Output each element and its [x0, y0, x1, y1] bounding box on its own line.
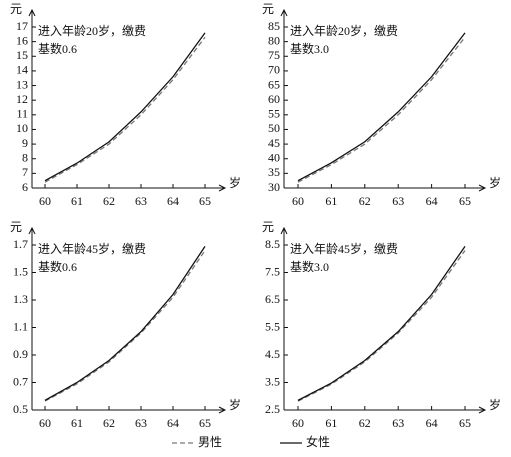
y-tick-label: 9	[22, 136, 28, 150]
y-tick-label: 35	[268, 165, 280, 179]
y-tick-label: 40	[268, 150, 280, 164]
x-tick-label: 65	[199, 194, 211, 208]
y-tick-label: 14	[16, 63, 28, 77]
series-line	[44, 250, 206, 402]
y-tick-label: 0.9	[13, 347, 28, 361]
x-tick-label: 64	[426, 194, 438, 208]
y-tick-label: 1.1	[13, 319, 28, 333]
series-line	[44, 246, 206, 401]
series-line	[297, 250, 466, 402]
y-axis-label: 元	[10, 220, 22, 234]
legend-label: 女性	[306, 434, 330, 449]
x-tick-label: 61	[71, 416, 83, 430]
x-tick-label: 62	[103, 416, 115, 430]
y-tick-label: 8	[22, 150, 28, 164]
y-tick-label: 70	[268, 63, 280, 77]
x-tick-label: 63	[392, 416, 404, 430]
y-axis-arrow	[280, 226, 288, 235]
series-line	[297, 36, 466, 183]
x-axis-label: 岁	[229, 175, 241, 190]
y-tick-label: 12	[16, 92, 28, 106]
y-tick-label: 30	[268, 180, 280, 194]
x-tick-label: 62	[359, 194, 371, 208]
x-tick-label: 64	[167, 194, 179, 208]
y-tick-label: 15	[16, 48, 28, 62]
annotation: 基数3.0	[290, 41, 329, 56]
y-tick-label: 50	[268, 121, 280, 135]
y-tick-label: 1.7	[13, 237, 28, 251]
x-tick-label: 65	[459, 194, 471, 208]
x-tick-label: 63	[135, 416, 147, 430]
x-tick-label: 63	[135, 194, 147, 208]
y-tick-label: 1.5	[13, 264, 28, 278]
x-axis-label: 岁	[489, 175, 501, 190]
y-tick-label: 13	[16, 77, 28, 91]
y-tick-label: 16	[16, 33, 28, 47]
x-tick-label: 62	[359, 416, 371, 430]
x-axis-arrow	[218, 184, 227, 192]
x-axis-arrow	[478, 406, 487, 414]
y-axis-label: 元	[262, 2, 274, 16]
y-tick-label: 60	[268, 92, 280, 106]
y-tick-label: 55	[268, 107, 280, 121]
y-tick-label: 8.5	[265, 237, 280, 251]
legend-label: 男性	[198, 435, 222, 449]
series-line	[44, 32, 206, 182]
x-axis-arrow	[478, 184, 487, 192]
x-axis-label: 岁	[489, 397, 501, 412]
y-tick-label: 5.5	[265, 319, 280, 333]
y-tick-label: 2.5	[265, 402, 280, 416]
series-line	[297, 246, 466, 401]
y-tick-label: 80	[268, 33, 280, 47]
annotation: 进入年龄20岁，缴费	[290, 23, 398, 38]
y-axis-label: 元	[262, 220, 274, 234]
x-axis-arrow	[218, 406, 227, 414]
y-tick-label: 6.5	[265, 292, 280, 306]
y-axis-label: 元	[10, 2, 22, 16]
x-tick-label: 60	[39, 194, 51, 208]
x-tick-label: 65	[459, 416, 471, 430]
y-tick-label: 6	[22, 180, 28, 194]
annotation: 基数0.6	[38, 259, 77, 274]
y-axis-arrow	[28, 226, 36, 235]
x-tick-label: 64	[426, 416, 438, 430]
x-tick-label: 65	[199, 416, 211, 430]
y-tick-label: 10	[16, 121, 28, 135]
y-axis-arrow	[280, 8, 288, 17]
annotation: 进入年龄45岁，缴费	[38, 241, 146, 256]
x-tick-label: 61	[71, 194, 83, 208]
x-tick-label: 61	[325, 416, 337, 430]
y-tick-label: 85	[268, 19, 280, 33]
y-tick-label: 65	[268, 77, 280, 91]
x-tick-label: 60	[292, 194, 304, 208]
y-tick-label: 0.7	[13, 374, 28, 388]
y-tick-label: 75	[268, 48, 280, 62]
y-tick-label: 11	[16, 107, 28, 121]
series-line	[44, 36, 206, 183]
y-tick-label: 45	[268, 136, 280, 150]
annotation: 基数3.0	[290, 259, 329, 274]
y-tick-label: 7	[22, 165, 28, 179]
y-tick-label: 7.5	[265, 264, 280, 278]
annotation: 基数0.6	[38, 41, 77, 56]
x-tick-label: 61	[325, 194, 337, 208]
x-tick-label: 62	[103, 194, 115, 208]
y-tick-label: 1.3	[13, 292, 28, 306]
y-tick-label: 17	[16, 19, 28, 33]
series-line	[297, 32, 466, 182]
x-tick-label: 64	[167, 416, 179, 430]
x-tick-label: 60	[292, 416, 304, 430]
annotation: 进入年龄20岁，缴费	[38, 23, 146, 38]
y-tick-label: 3.5	[265, 374, 280, 388]
x-axis-label: 岁	[229, 397, 241, 412]
y-tick-label: 4.5	[265, 347, 280, 361]
y-axis-arrow	[28, 8, 36, 17]
y-tick-label: 0.5	[13, 402, 28, 416]
x-tick-label: 63	[392, 194, 404, 208]
x-tick-label: 60	[39, 416, 51, 430]
annotation: 进入年龄45岁，缴费	[290, 241, 398, 256]
